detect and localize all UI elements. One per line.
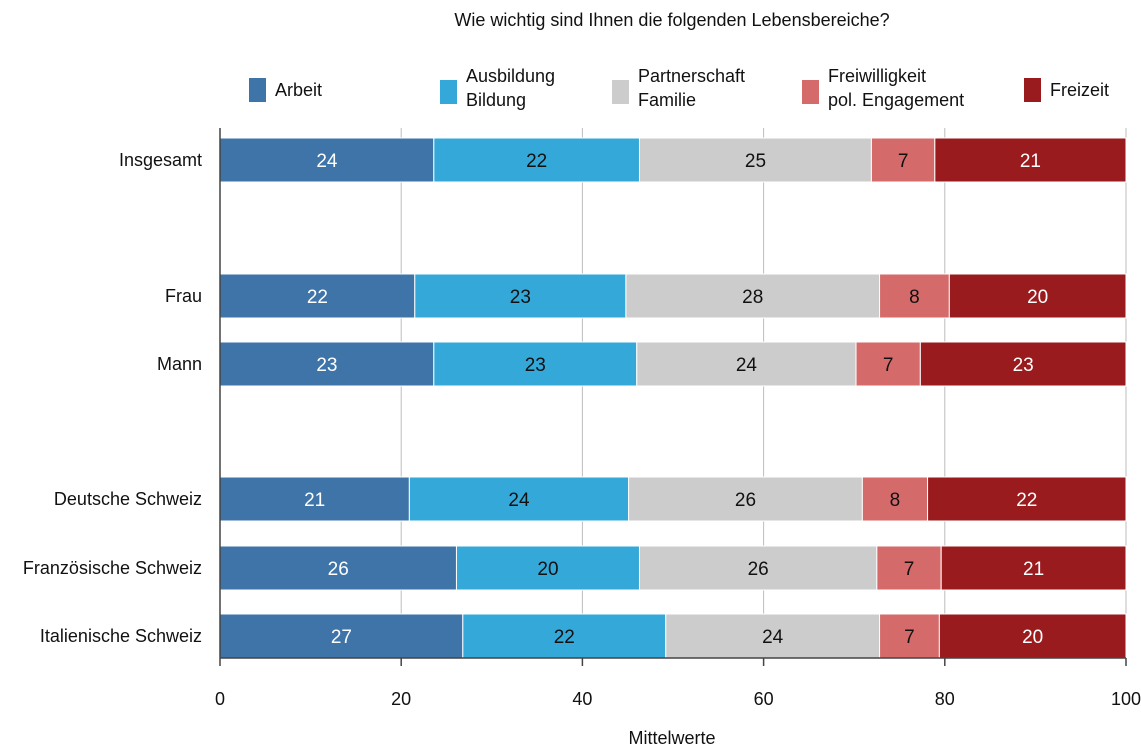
bar-value-label: 21 — [1023, 559, 1044, 580]
legend-swatch — [612, 80, 629, 104]
legend-swatch — [802, 80, 819, 104]
bar-value-label: 23 — [525, 355, 546, 376]
bar-value-label: 22 — [1016, 490, 1037, 511]
legend: Arbeit Ausbildung Bildung Partnerschaft Fami… — [249, 66, 1109, 110]
chart-title: Wie wichtig sind Ihnen die folgenden Leb… — [454, 10, 889, 30]
bar-value-label: 7 — [898, 151, 909, 172]
x-tick-label: 0 — [215, 689, 225, 709]
category-label: Französische Schweiz — [23, 558, 202, 578]
legend-label: Freizeit — [1050, 80, 1109, 100]
bar-value-label: 21 — [1020, 151, 1041, 172]
bar-segment — [462, 613, 667, 659]
bar-segment — [455, 545, 640, 591]
bar-value-label: 22 — [554, 627, 575, 648]
x-tick-label: 60 — [754, 689, 774, 709]
bar-value-label: 23 — [1013, 355, 1034, 376]
bar-segment — [927, 476, 1127, 522]
bar-segment — [638, 137, 872, 183]
bar-segment — [861, 476, 929, 522]
x-tick-label: 40 — [572, 689, 592, 709]
bar-value-label: 7 — [904, 559, 915, 580]
bar-segment — [938, 613, 1127, 659]
bar-value-label: 7 — [904, 627, 915, 648]
x-axis-label: Mittelwerte — [628, 728, 715, 748]
legend-label: Freiwilligkeit pol. Engagement — [828, 66, 964, 110]
category-label: Insgesamt — [119, 150, 202, 170]
bar-segment — [219, 613, 464, 659]
bar-value-label: 28 — [742, 287, 763, 308]
bar-segment — [948, 273, 1127, 319]
bar-value-label: 26 — [748, 559, 769, 580]
axes: 0 20 40 60 80 100 Insgesamt Frau Mann Deutsche Sc… — [23, 128, 1141, 709]
bar-value-label: 20 — [1027, 287, 1048, 308]
bar-value-label: 24 — [736, 355, 758, 376]
bar-value-label: 22 — [526, 151, 547, 172]
bar-value-label: 23 — [510, 287, 531, 308]
bar-value-label: 8 — [909, 287, 920, 308]
bar-segment — [879, 613, 940, 659]
bar-segment — [919, 341, 1127, 387]
bar-value-label: 27 — [331, 627, 352, 648]
bar-segment — [940, 545, 1127, 591]
bar-segment — [408, 476, 630, 522]
bar-value-label: 23 — [316, 355, 337, 376]
bar-segment — [433, 137, 640, 183]
bar-value-label: 7 — [883, 355, 894, 376]
x-tick-label: 80 — [935, 689, 955, 709]
bar-value-label: 20 — [537, 559, 558, 580]
bar-segment — [219, 341, 435, 387]
bar-segment — [638, 545, 878, 591]
bar-value-label: 24 — [762, 627, 784, 648]
legend-swatch — [1024, 78, 1041, 102]
bar-segment — [219, 273, 416, 319]
bar-segment — [934, 137, 1127, 183]
x-tick-label: 100 — [1111, 689, 1141, 709]
bar-segment — [414, 273, 627, 319]
bar-segment — [665, 613, 881, 659]
bar-value-label: 26 — [735, 490, 756, 511]
bar-segment — [636, 341, 857, 387]
legend-label: Arbeit — [275, 80, 322, 100]
legend-swatch — [440, 80, 457, 104]
bar-value-label: 25 — [745, 151, 766, 172]
bar-value-label: 21 — [304, 490, 325, 511]
bar-value-label: 24 — [508, 490, 530, 511]
bar-segment — [628, 476, 863, 522]
legend-label: Partnerschaft Familie — [638, 66, 745, 110]
bar-segment — [876, 545, 942, 591]
bar-segment — [879, 273, 950, 319]
bar-segment — [219, 476, 410, 522]
legend-label: Ausbildung Bildung — [466, 66, 555, 110]
bar-value-label: 24 — [316, 151, 338, 172]
bar-segment — [219, 137, 435, 183]
bar-value-label: 20 — [1022, 627, 1043, 648]
bar-value-label: 8 — [890, 490, 901, 511]
x-tick-label: 20 — [391, 689, 411, 709]
category-label: Mann — [157, 354, 202, 374]
bar-value-label: 22 — [307, 287, 328, 308]
bars: 24 22 25 7 21 22 23 28 8 20 23 23 24 7 23 21 24 26 8 22 26 20… — [219, 137, 1127, 659]
category-label: Deutsche Schweiz — [54, 489, 202, 509]
legend-swatch — [249, 78, 266, 102]
category-label: Frau — [165, 286, 202, 306]
bar-value-label: 26 — [328, 559, 349, 580]
category-label: Italienische Schweiz — [40, 626, 202, 646]
